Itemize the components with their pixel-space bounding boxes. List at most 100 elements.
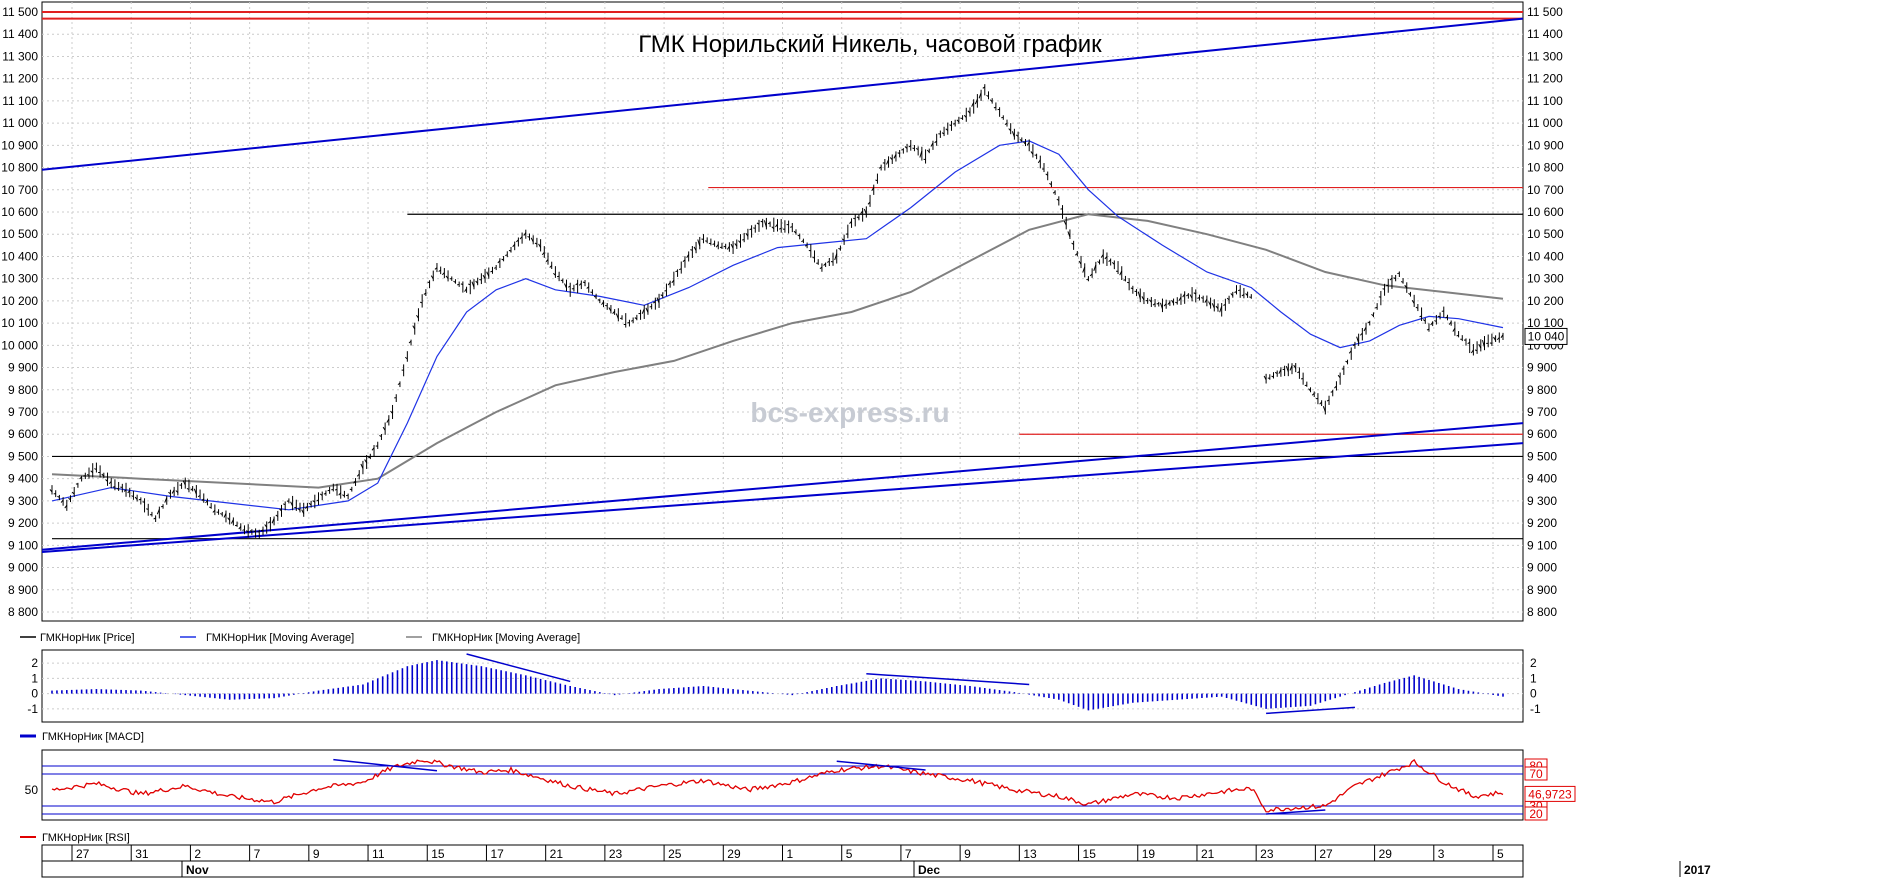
price-bar-open bbox=[397, 382, 401, 385]
price-ytick-right: 10 200 bbox=[1527, 294, 1564, 308]
price-bar-open bbox=[930, 142, 934, 147]
price-ytick-left: 9 400 bbox=[8, 472, 38, 486]
price-bar-open bbox=[974, 98, 978, 105]
rsi-last-value-label: 46,9723 bbox=[1528, 787, 1572, 801]
price-bar-open bbox=[549, 265, 553, 268]
price-bar-open bbox=[1159, 302, 1163, 309]
price-bar-open bbox=[1293, 364, 1297, 369]
price-bar-open bbox=[667, 282, 671, 286]
price-ytick-right: 10 800 bbox=[1527, 161, 1564, 175]
price-bars bbox=[49, 84, 1504, 539]
price-bar-open bbox=[334, 488, 338, 491]
macd-ytick-right: -1 bbox=[1530, 702, 1541, 716]
price-bar-open bbox=[156, 509, 160, 515]
price-bar-open bbox=[1011, 131, 1015, 138]
price-bar-open bbox=[1082, 266, 1086, 273]
rsi-level-box bbox=[1524, 806, 1548, 821]
date-tick-label: 29 bbox=[727, 847, 741, 861]
price-yticks-left: 8 800 8 900 9 000 9 100 9 200 9 300 9 400 9 500… bbox=[1, 5, 38, 619]
price-bar-open bbox=[567, 285, 571, 288]
price-bar-open bbox=[793, 230, 797, 234]
price-bar-open bbox=[475, 280, 479, 284]
price-bar-open bbox=[230, 519, 234, 524]
price-bar-open bbox=[430, 275, 434, 280]
price-bar-open bbox=[1352, 344, 1356, 346]
price-bar-open bbox=[312, 500, 316, 503]
price-ytick-right: 9 800 bbox=[1527, 383, 1557, 397]
price-bar-open bbox=[182, 480, 186, 486]
price-ytick-left: 9 000 bbox=[8, 561, 38, 575]
price-bar-open bbox=[275, 514, 279, 517]
price-bar-open bbox=[893, 154, 897, 159]
price-bar-open bbox=[1156, 302, 1159, 305]
price-bar-open bbox=[349, 488, 352, 491]
price-bar-open bbox=[268, 521, 271, 524]
price-bar-open bbox=[919, 150, 923, 158]
price-bar-open bbox=[1322, 406, 1326, 412]
price-bar-open bbox=[486, 271, 490, 277]
rsi-last-value-box bbox=[1524, 785, 1576, 802]
price-bar-open bbox=[697, 239, 701, 247]
price-bar-open bbox=[1493, 336, 1497, 341]
month-label: Nov bbox=[186, 863, 209, 877]
price-bar-open bbox=[323, 492, 327, 495]
price-bar-open bbox=[1023, 141, 1026, 145]
price-ytick-left: 9 300 bbox=[8, 494, 38, 508]
date-tick-label: 27 bbox=[76, 847, 90, 861]
rsi-divergence-line bbox=[836, 760, 926, 771]
price-bar-open bbox=[1175, 301, 1178, 304]
price-bar-open bbox=[220, 513, 223, 515]
price-bar-open bbox=[863, 208, 867, 215]
price-bar-open bbox=[497, 260, 501, 264]
price-bar-open bbox=[416, 314, 419, 319]
price-ytick-right: 9 200 bbox=[1527, 516, 1557, 530]
price-bar-open bbox=[645, 307, 649, 313]
price-bar-open bbox=[290, 501, 294, 507]
price-bar-open bbox=[1271, 375, 1274, 378]
rsi-ytick-50: 50 bbox=[25, 783, 39, 797]
price-bar-open bbox=[1345, 360, 1348, 363]
price-bar-open bbox=[301, 509, 305, 514]
price-ytick-left: 11 200 bbox=[2, 72, 38, 86]
price-bar-open bbox=[242, 529, 245, 531]
price-bar-open bbox=[612, 310, 616, 314]
price-ytick-left: 9 900 bbox=[8, 361, 38, 375]
price-bar-open bbox=[575, 283, 578, 286]
price-bar-open bbox=[1452, 327, 1456, 332]
date-tick-label: 11 bbox=[372, 847, 385, 861]
date-tick-label: 5 bbox=[846, 847, 853, 861]
price-bar-open bbox=[1226, 297, 1230, 301]
price-bar-open bbox=[790, 226, 793, 228]
legend-label-macd: ГМКНорНик [MACD] bbox=[42, 731, 144, 743]
date-tick-label: 9 bbox=[964, 847, 971, 861]
price-ytick-right: 11 200 bbox=[1527, 72, 1563, 86]
date-tick-label: 5 bbox=[1497, 847, 1504, 861]
price-bar-open bbox=[1375, 306, 1378, 309]
price-bar-open bbox=[175, 490, 179, 493]
price-ytick-right: 10 100 bbox=[1527, 316, 1564, 330]
price-bar-open bbox=[460, 283, 464, 285]
price-bar-open bbox=[1119, 270, 1123, 276]
price-bar-open bbox=[1330, 391, 1333, 393]
price-bar-open bbox=[1411, 299, 1415, 304]
price-bar-open bbox=[1478, 343, 1482, 349]
price-bar-open bbox=[386, 418, 390, 423]
price-bar-open bbox=[1123, 279, 1126, 281]
price-ytick-left: 9 200 bbox=[8, 516, 38, 530]
price-bar-open bbox=[197, 495, 201, 498]
price-bar-open bbox=[101, 473, 105, 477]
price-bar-open bbox=[560, 279, 564, 282]
date-tick-label: 9 bbox=[313, 847, 320, 861]
price-bar-open bbox=[841, 238, 845, 241]
price-bar-open bbox=[282, 503, 286, 506]
macd-legend: ГМКНорНик [MACD] bbox=[20, 731, 144, 743]
price-bar-open bbox=[164, 497, 168, 503]
price-bar-open bbox=[1141, 296, 1145, 301]
rsi-level-box bbox=[1524, 766, 1548, 781]
price-bar-open bbox=[1456, 334, 1459, 337]
price-bar-open bbox=[390, 410, 393, 414]
price-bar-open bbox=[915, 148, 919, 151]
price-bar-open bbox=[405, 356, 408, 360]
price-ytick-right: 9 500 bbox=[1527, 449, 1557, 463]
price-bar-open bbox=[778, 227, 782, 230]
